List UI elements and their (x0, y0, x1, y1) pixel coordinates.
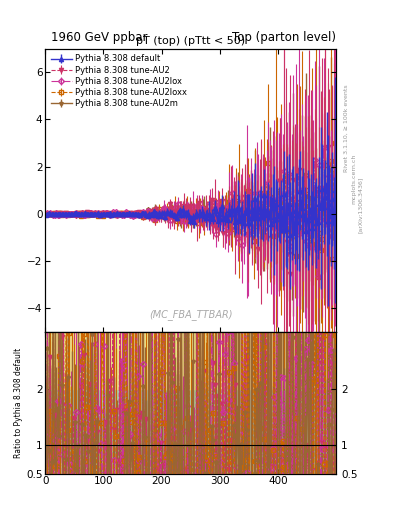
Bar (45, 445, 336, 474)
Bar (45, 332, 336, 389)
Text: Top (parton level): Top (parton level) (232, 31, 336, 44)
Text: mcplots.cern.ch: mcplots.cern.ch (352, 154, 357, 204)
Text: (MC_FBA_TTBAR): (MC_FBA_TTBAR) (149, 309, 232, 321)
Text: [arXiv:1306.3436]: [arXiv:1306.3436] (358, 177, 363, 233)
Legend: Pythia 8.308 default, Pythia 8.308 tune-AU2, Pythia 8.308 tune-AU2lox, Pythia 8.: Pythia 8.308 default, Pythia 8.308 tune-… (50, 53, 189, 110)
Y-axis label: Ratio to Pythia 8.308 default: Ratio to Pythia 8.308 default (14, 348, 23, 458)
Bar (45, 459, 336, 474)
Text: pT (top) (pTtt < 50): pT (top) (pTtt < 50) (136, 36, 245, 46)
Text: Rivet 3.1.10, ≥ 100k events: Rivet 3.1.10, ≥ 100k events (344, 84, 349, 172)
Bar (45, 332, 336, 474)
Text: 1960 GeV ppbar: 1960 GeV ppbar (51, 31, 148, 44)
